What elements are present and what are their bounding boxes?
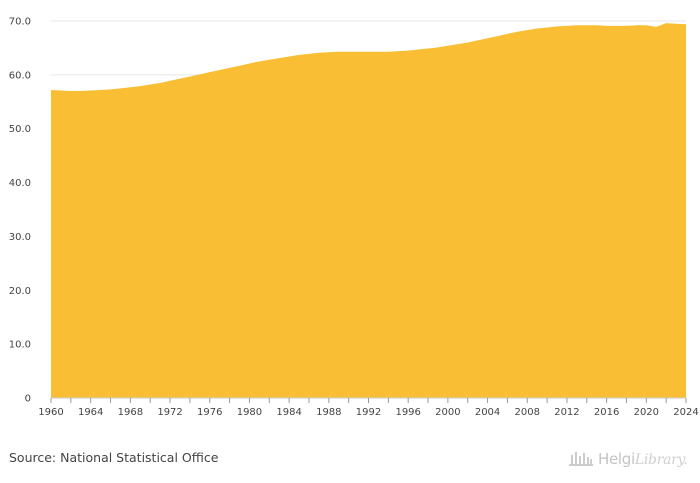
area-chart: 010.020.030.040.050.060.070.0 1960 1964 19… (9, 17, 699, 419)
y-tick-label: 30.0 (9, 232, 31, 243)
x-tick-label: 1968 (118, 407, 143, 418)
y-tick-label: 10.0 (9, 340, 31, 351)
x-tick-label: 1992 (356, 407, 381, 418)
source-note: Source: National Statistical Office (9, 450, 219, 465)
x-tick-label: 2004 (475, 407, 500, 418)
x-tick-label: 1988 (316, 407, 341, 418)
y-tick-label: 40.0 (9, 178, 31, 189)
x-tick-label: 1980 (237, 407, 262, 418)
area-fill (51, 23, 686, 399)
x-axis: 1960 1964 1968 1972 1976 1980 1984 1988 1992 1996… (38, 397, 699, 418)
brand-name: HelgiLibrary. (598, 450, 688, 468)
brand-name-bold: Helgi (598, 450, 635, 468)
y-tick-label: 0 (25, 394, 31, 405)
x-tick-label: 1976 (197, 407, 222, 418)
area-series (51, 23, 686, 399)
x-tick-label: 2016 (594, 407, 619, 418)
y-tick-label: 60.0 (9, 70, 31, 81)
y-tick-label: 70.0 (9, 17, 31, 28)
brand-logo: HelgiLibrary. (568, 447, 688, 471)
y-tick-label: 50.0 (9, 124, 31, 135)
x-tick-label: 1960 (38, 407, 63, 418)
library-icon (569, 452, 593, 466)
x-tick-label: 2020 (634, 407, 659, 418)
y-axis: 0 10.0 20.0 30.0 40.0 50.0 60.0 70.0 (9, 17, 31, 405)
brand-name-light: Library. (634, 452, 688, 468)
x-tick-label: 1964 (78, 407, 103, 418)
x-tick-label: 2012 (554, 407, 579, 418)
x-tick-label: 1996 (395, 407, 420, 418)
x-tick-label: 2024 (673, 407, 698, 418)
x-tick-label: 1984 (276, 407, 301, 418)
y-tick-label: 20.0 (9, 286, 31, 297)
x-tick-label: 1972 (157, 407, 182, 418)
x-tick-label: 2008 (515, 407, 540, 418)
x-tick-label: 2000 (435, 407, 460, 418)
